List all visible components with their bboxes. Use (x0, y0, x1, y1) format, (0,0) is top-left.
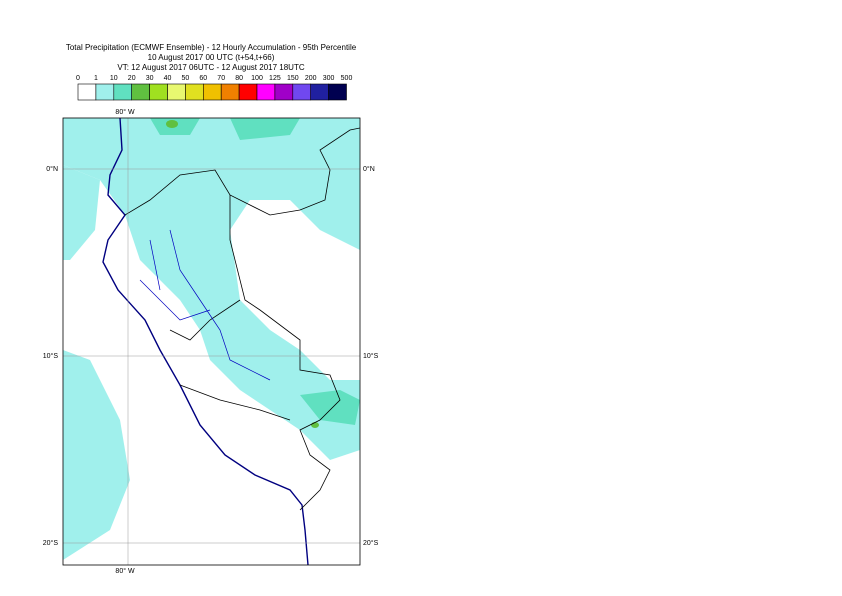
legend-label: 70 (217, 75, 225, 82)
graticule-labels: 80° W 80° W 0°N 10°S 20°S 0°N 10°S 20°S (43, 108, 379, 575)
rivers (139, 229, 271, 381)
borders (124, 127, 360, 511)
legend-label: 20 (128, 75, 136, 82)
legend: 0 1 10 20 30 40 50 60 70 80 100 125 150 200 300 500 (76, 75, 353, 101)
legend-label: 60 (199, 75, 207, 82)
map-frame (62, 117, 361, 566)
legend-label: 40 (164, 75, 172, 82)
title-block: Total Precipitation (ECMWF Ensemble) - 1… (66, 43, 357, 72)
precip-area (230, 118, 300, 140)
legend-label: 300 (323, 75, 335, 82)
legend-swatch (310, 83, 329, 101)
legend-label: 50 (182, 75, 190, 82)
legend-label: 30 (146, 75, 154, 82)
legend-swatch (167, 83, 186, 101)
lat-label: 0°N (46, 165, 58, 173)
legend-label: 80 (235, 75, 243, 82)
lat-label: 20°S (363, 539, 379, 547)
legend-swatch (131, 83, 150, 101)
precip-area (63, 118, 360, 460)
lon-label: 80° W (115, 567, 135, 575)
title-line: VT: 12 August 2017 06UTC - 12 August 201… (117, 63, 304, 72)
precip-area (63, 165, 100, 260)
legend-swatch (185, 83, 204, 101)
legend-swatch (256, 83, 276, 101)
legend-label: 150 (287, 75, 299, 82)
legend-label: 125 (269, 75, 281, 82)
legend-swatch (95, 83, 115, 101)
legend-label: 0 (76, 75, 80, 82)
precip-area (300, 390, 360, 425)
legend-swatch (113, 83, 133, 101)
legend-swatch (292, 83, 311, 101)
map: 80° W 80° W 0°N 10°S 20°S 0°N 10°S 20°S (43, 108, 379, 575)
lat-label: 20°S (43, 539, 59, 547)
graticule (63, 118, 360, 565)
title-line: Total Precipitation (ECMWF Ensemble) - 1… (66, 43, 357, 52)
legend-swatch (203, 83, 222, 101)
legend-swatch (274, 83, 294, 101)
lat-label: 10°S (363, 352, 379, 360)
legend-swatch (77, 83, 97, 101)
legend-swatch (220, 83, 240, 101)
lat-label: 0°N (363, 165, 375, 173)
precip-fields (63, 118, 360, 565)
lat-label: 10°S (43, 352, 59, 360)
legend-label: 10 (110, 75, 118, 82)
legend-label: 1 (94, 75, 98, 82)
legend-swatch (328, 83, 347, 101)
lon-label: 80° W (115, 108, 135, 116)
legend-swatch (149, 83, 168, 101)
legend-swatch (238, 83, 258, 101)
legend-label: 500 (341, 75, 353, 82)
legend-label: 100 (251, 75, 263, 82)
title-line: 10 August 2017 00 UTC (t+54,t+66) (148, 53, 275, 62)
coastline (102, 118, 309, 565)
legend-label: 200 (305, 75, 317, 82)
precip-area (63, 350, 130, 560)
precip-area (166, 120, 178, 128)
